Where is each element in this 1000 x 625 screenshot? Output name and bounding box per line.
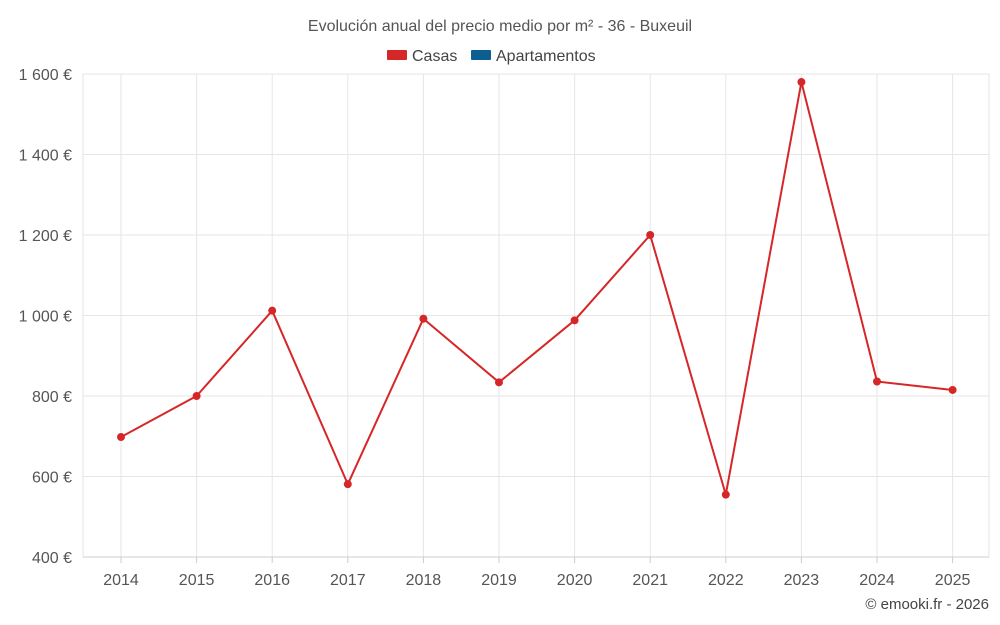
y-tick-label: 800 € [32,389,72,406]
x-tick-label: 2014 [103,572,139,589]
y-tick-label: 1 600 € [19,67,72,84]
legend-label-apartamentos: Apartamentos [496,48,596,65]
data-point-2016[interactable] [268,306,277,315]
x-tick-label: 2020 [557,572,593,589]
x-tick-label: 2019 [481,572,517,589]
x-tick-label: 2021 [632,572,668,589]
x-tick-label: 2017 [330,572,366,589]
legend-label-casas: Casas [412,48,457,65]
x-tick-label: 2015 [179,572,215,589]
y-tick-label: 400 € [32,550,72,567]
legend-swatch-apartamentos [471,50,491,60]
data-point-2020[interactable] [570,316,579,325]
legend-item-apartamentos[interactable]: Apartamentos [471,48,596,65]
x-axis-ticks: 2014 2015 2016 2017 2018 2019 2020 2021 2022 2023… [103,557,970,589]
x-tick-label: 2016 [254,572,290,589]
y-tick-label: 1 400 € [19,148,72,165]
x-tick-label: 2018 [406,572,442,589]
data-point-2024[interactable] [873,377,881,386]
data-point-2019[interactable] [495,378,503,387]
legend-swatch-casas [387,50,407,60]
x-tick-label: 2022 [708,572,744,589]
data-point-2022[interactable] [721,490,730,499]
data-point-2021[interactable] [646,231,655,239]
series-casas [117,78,957,499]
credit: © emooki.fr - 2026 [865,596,989,613]
data-point-2025[interactable] [948,385,957,394]
y-tick-label: 600 € [32,470,72,487]
legend: Casas Apartamentos [387,48,596,65]
y-axis-ticks: 400 € 600 € 800 € 1 000 € 1 200 € 1 400 € 1 60… [19,67,72,567]
x-tick-label: 2023 [784,572,820,589]
data-point-2018[interactable] [419,314,428,323]
chart-title: Evolución anual del precio medio por m² … [308,18,692,35]
grid [82,73,990,557]
y-tick-label: 1 200 € [19,228,72,245]
data-point-2023[interactable] [797,78,806,87]
data-point-2014[interactable] [117,433,125,442]
x-tick-label: 2025 [935,572,971,589]
data-point-2017[interactable] [343,480,352,489]
series-line-casas [120,81,953,496]
data-point-2015[interactable] [192,392,201,400]
x-tick-label: 2024 [859,572,895,589]
y-tick-label: 1 000 € [19,309,72,326]
legend-item-casas[interactable]: Casas [387,48,457,65]
